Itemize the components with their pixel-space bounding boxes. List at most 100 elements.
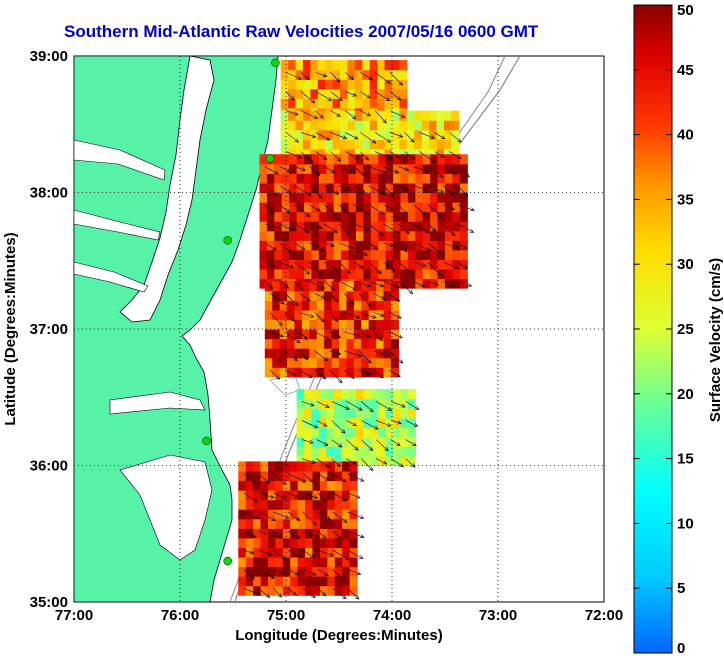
velocity-cell (319, 470, 328, 482)
velocity-arrow (442, 223, 456, 236)
velocity-arrow (299, 350, 309, 361)
velocity-arrow (314, 369, 326, 380)
velocity-arrowhead (270, 210, 275, 215)
velocity-cell (288, 98, 297, 109)
velocity-cell (327, 518, 336, 529)
velocity-arrow (374, 151, 393, 160)
colorbar-tick-label: 50 (677, 2, 694, 19)
velocity-cell (267, 518, 276, 529)
velocity-cell (393, 221, 402, 232)
velocity-cell (400, 154, 409, 165)
x-tick-label: 72:00 (585, 607, 623, 624)
velocity-cell (399, 79, 408, 90)
velocity-cell (259, 202, 268, 213)
chesapeake-bay (119, 56, 215, 323)
velocity-arrow (388, 293, 400, 302)
velocity-cell (316, 357, 325, 368)
velocity-cell (407, 408, 416, 419)
velocity-cell (260, 461, 269, 472)
velocity-cell (327, 566, 336, 577)
velocity-cell (334, 576, 343, 587)
velocity-arrow (368, 223, 384, 236)
velocity-cell (437, 192, 446, 203)
velocity-cell (333, 163, 342, 174)
velocity-cell (317, 139, 326, 150)
velocity-cell (319, 518, 328, 529)
velocity-cell (407, 221, 416, 232)
velocity-cell (363, 408, 372, 419)
velocity-arrowhead (368, 446, 374, 452)
velocity-arrowhead (366, 283, 372, 288)
velocity-cell (430, 230, 439, 241)
velocity-cell (259, 259, 268, 270)
velocity-cell (334, 585, 343, 596)
velocity-arrowhead (450, 206, 456, 211)
velocity-cell (390, 309, 399, 321)
velocity-arrow (442, 280, 455, 287)
velocity-cell (319, 499, 328, 510)
velocity-arrow (344, 293, 355, 305)
velocity-cell (363, 259, 372, 270)
velocity-cell (290, 528, 299, 539)
velocity-cell (274, 154, 283, 165)
velocity-arrow (383, 166, 399, 174)
velocity-cell (289, 230, 298, 241)
velocity-arrow (243, 530, 256, 538)
velocity-arrow (398, 280, 413, 294)
velocity-arrowhead (381, 191, 387, 196)
velocity-cell (422, 221, 431, 232)
velocity-arrowhead (366, 302, 372, 308)
velocity-arrowhead (323, 357, 329, 362)
velocity-cell (385, 268, 394, 280)
velocity-arrowhead (398, 334, 403, 339)
velocity-cell (334, 518, 343, 529)
velocity-cell (309, 309, 318, 321)
velocity-cell (272, 367, 281, 378)
velocity-cell (452, 268, 461, 280)
velocity-cell (304, 417, 313, 428)
velocity-arrowhead (348, 169, 354, 174)
velocity-cell (368, 348, 377, 359)
velocity-cell (274, 192, 283, 203)
velocity-cell (334, 499, 343, 510)
velocity-arrow (449, 151, 462, 159)
velocity-cell (296, 154, 305, 165)
velocity-cell (280, 129, 289, 140)
velocity-cell (317, 98, 326, 109)
velocity-cell (332, 88, 341, 99)
velocity-arrowhead (380, 351, 386, 356)
velocity-arrowhead (285, 209, 291, 214)
velocity-arrowhead (303, 335, 308, 341)
velocity-arrow (330, 91, 343, 101)
velocity-cell (318, 389, 327, 400)
velocity-cell (312, 461, 321, 472)
velocity-arrowhead (344, 209, 349, 215)
velocity-arrow (309, 280, 325, 289)
velocity-arrowhead (333, 228, 338, 233)
velocity-arrowhead (307, 192, 312, 197)
velocity-arrowhead (423, 168, 429, 173)
velocity-cell (334, 556, 343, 568)
velocity-arrowhead (298, 286, 304, 291)
velocity-arrow (331, 420, 346, 434)
velocity-cell (393, 154, 402, 165)
velocity-cell (309, 348, 318, 359)
velocity-cell (312, 480, 321, 491)
velocity-cell (407, 230, 416, 241)
velocity-cell (304, 240, 313, 251)
velocity-arrowhead (345, 231, 351, 236)
velocity-cell (378, 211, 387, 222)
velocity-cell (378, 268, 387, 280)
velocity-arrow (317, 588, 327, 597)
velocity-cell (331, 290, 340, 301)
velocity-cell (295, 69, 304, 80)
velocity-cell (340, 110, 349, 121)
velocity-cell (301, 319, 310, 330)
velocity-cell (326, 192, 335, 203)
velocity-cell (324, 319, 333, 330)
velocity-arrow (442, 261, 459, 269)
velocity-cell (355, 398, 364, 409)
velocity-cell (289, 163, 298, 174)
velocity-cell (333, 221, 342, 232)
velocity-cell (305, 585, 314, 596)
